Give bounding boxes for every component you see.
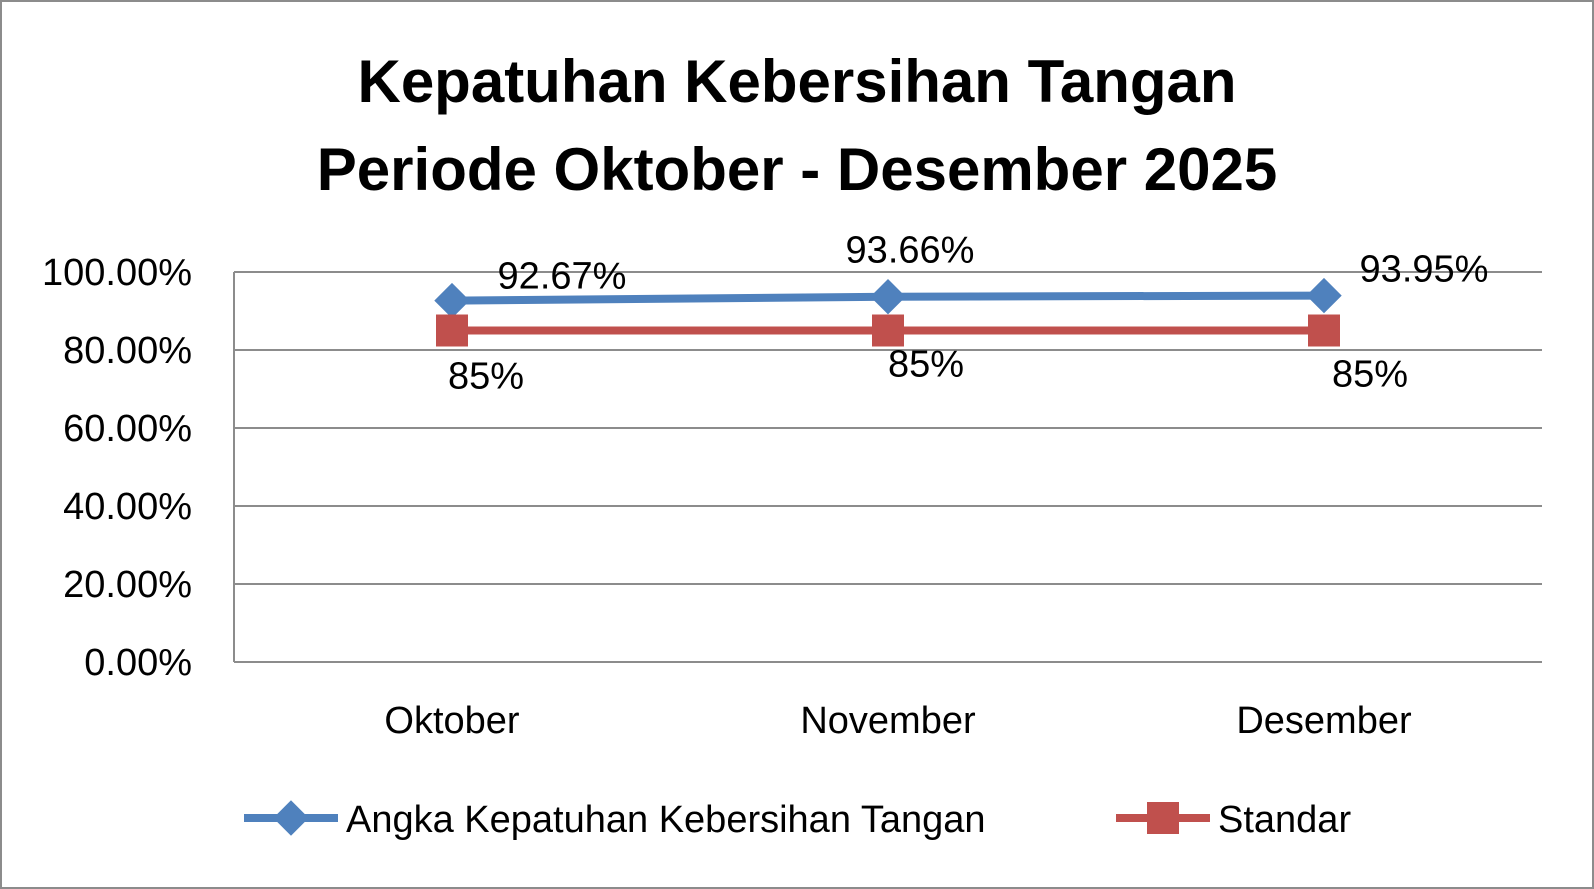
chart-title-line-1: Kepatuhan Kebersihan Tangan bbox=[357, 48, 1237, 115]
y-tick-label: 40.00% bbox=[63, 486, 192, 528]
legend: Angka Kepatuhan Kebersihan Tangan Standar bbox=[244, 799, 1351, 841]
legend-marker bbox=[1147, 802, 1179, 834]
chart-title: Kepatuhan Kebersihan Tangan Periode Okto… bbox=[0, 38, 1594, 214]
legend-label: Standar bbox=[1218, 799, 1351, 841]
chart-title-line-2: Periode Oktober - Desember 2025 bbox=[316, 136, 1278, 203]
data-label: 85% bbox=[888, 344, 964, 386]
legend-marker bbox=[273, 800, 309, 836]
x-tick-label: Oktober bbox=[384, 700, 520, 742]
y-tick-label: 60.00% bbox=[63, 408, 192, 450]
data-point bbox=[872, 314, 904, 347]
data-point bbox=[870, 279, 906, 315]
y-tick-label: 0.00% bbox=[84, 642, 192, 684]
data-point bbox=[436, 314, 468, 347]
data-labels: 92.67% 93.66% 93.95% 85% 85% 85% bbox=[448, 230, 1488, 398]
data-label: 92.67% bbox=[498, 256, 627, 298]
y-tick-label: 20.00% bbox=[63, 564, 192, 606]
y-tick-label: 80.00% bbox=[63, 330, 192, 372]
data-point bbox=[1308, 314, 1340, 347]
data-label: 93.66% bbox=[846, 230, 975, 272]
data-point bbox=[1306, 277, 1342, 314]
x-tick-label: November bbox=[800, 700, 976, 742]
data-label: 85% bbox=[1332, 354, 1408, 396]
legend-label: Angka Kepatuhan Kebersihan Tangan bbox=[346, 799, 986, 841]
x-tick-label: Desember bbox=[1236, 700, 1412, 742]
data-point bbox=[434, 282, 470, 319]
data-label: 93.95% bbox=[1360, 249, 1489, 291]
axes: 0.00% 20.00% 40.00% 60.00% 80.00% 100.00% Okto… bbox=[42, 252, 1542, 742]
data-label: 85% bbox=[448, 356, 524, 398]
series bbox=[434, 277, 1342, 347]
y-tick-label: 100.00% bbox=[42, 252, 192, 294]
gridlines bbox=[234, 271, 1542, 585]
